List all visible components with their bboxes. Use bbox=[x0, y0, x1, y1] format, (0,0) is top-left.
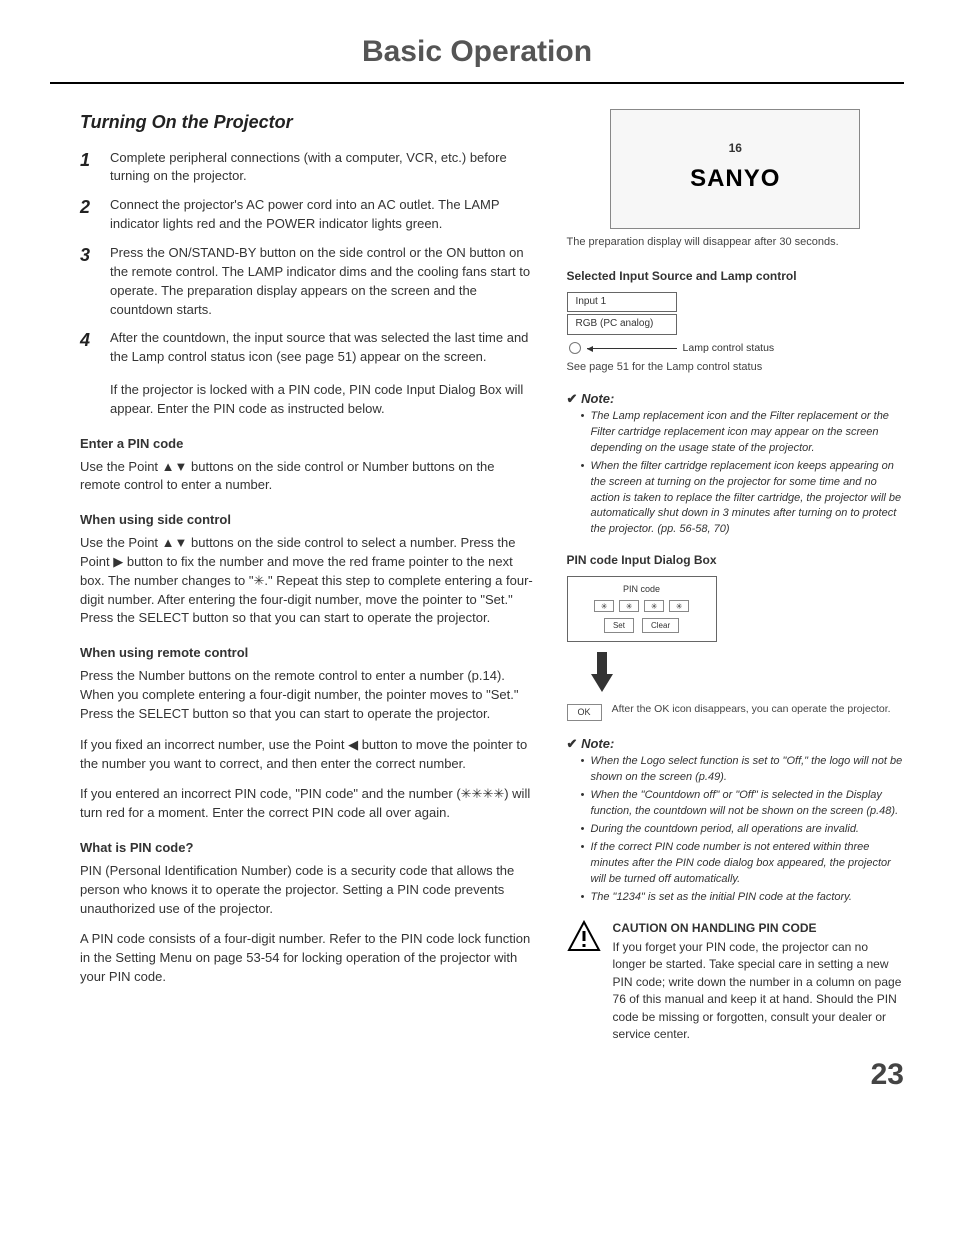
caution-block: CAUTION ON HANDLING PIN CODE If you forg… bbox=[567, 920, 904, 1044]
section-heading: Turning On the Projector bbox=[80, 109, 537, 135]
page-title: Basic Operation bbox=[50, 30, 904, 74]
remote-body-1: Press the Number buttons on the remote c… bbox=[80, 667, 537, 724]
note-block-1: Note: The Lamp replacement icon and the … bbox=[567, 390, 904, 538]
note-list-2: When the Logo select function is set to … bbox=[567, 754, 904, 905]
caution-heading: CAUTION ON HANDLING PIN CODE bbox=[613, 920, 904, 937]
screen-caption: The preparation display will disappear a… bbox=[567, 235, 904, 251]
pin-dialog-box: PIN code ✳ ✳ ✳ ✳ Set Clear bbox=[567, 576, 717, 643]
input-source-box: Input 1 RGB (PC analog) bbox=[567, 292, 904, 335]
pin-set-button: Set bbox=[604, 618, 634, 634]
brand-logo: SANYO bbox=[690, 162, 780, 197]
lamp-reference: See page 51 for the Lamp control status bbox=[567, 360, 904, 376]
note2-item-1: When the Logo select function is set to … bbox=[581, 754, 904, 786]
countdown-number: 16 bbox=[729, 140, 742, 157]
ok-badge: OK bbox=[567, 704, 602, 721]
lamp-status-line: Lamp control status bbox=[567, 341, 904, 356]
step-2: Connect the projector's AC power cord in… bbox=[80, 196, 537, 234]
note2-item-3: During the countdown period, all operati… bbox=[581, 822, 904, 838]
note2-item-5: The "1234" is set as the initial PIN cod… bbox=[581, 890, 904, 906]
note-block-2: Note: When the Logo select function is s… bbox=[567, 735, 904, 905]
pin-buttons: Set Clear bbox=[574, 618, 710, 634]
down-arrow-icon bbox=[587, 652, 904, 692]
step-4-followup: If the projector is locked with a PIN co… bbox=[80, 381, 537, 419]
note-heading-2: Note: bbox=[567, 735, 904, 754]
caution-content: CAUTION ON HANDLING PIN CODE If you forg… bbox=[613, 920, 904, 1044]
input-row-1: Input 1 bbox=[567, 292, 677, 313]
what-is-pin-heading: What is PIN code? bbox=[80, 839, 537, 858]
pin-dialog-heading: PIN code Input Dialog Box bbox=[567, 552, 904, 569]
note-list-1: The Lamp replacement icon and the Filter… bbox=[567, 409, 904, 539]
note1-item-1: The Lamp replacement icon and the Filter… bbox=[581, 409, 904, 457]
side-control-heading: When using side control bbox=[80, 511, 537, 530]
enter-pin-body: Use the Point ▲▼ buttons on the side con… bbox=[80, 458, 537, 496]
pin-slots: ✳ ✳ ✳ ✳ bbox=[574, 600, 710, 612]
note2-item-2: When the "Countdown off" or "Off" is sel… bbox=[581, 788, 904, 820]
side-control-body: Use the Point ▲▼ buttons on the side con… bbox=[80, 534, 537, 628]
lamp-icon bbox=[569, 342, 581, 354]
remote-control-heading: When using remote control bbox=[80, 644, 537, 663]
pointer-arrow-icon bbox=[587, 348, 677, 349]
what-is-pin-body-2: A PIN code consists of a four-digit numb… bbox=[80, 930, 537, 987]
remote-body-2: If you fixed an incorrect number, use th… bbox=[80, 736, 537, 774]
pin-slot-3: ✳ bbox=[644, 600, 664, 612]
title-rule bbox=[50, 82, 904, 84]
what-is-pin-body-1: PIN (Personal Identification Number) cod… bbox=[80, 862, 537, 919]
two-column-layout: Turning On the Projector Complete periph… bbox=[50, 109, 904, 1044]
pin-dialog-title: PIN code bbox=[574, 583, 710, 596]
steps-list: Complete peripheral connections (with a … bbox=[80, 149, 537, 367]
ok-row: OK After the OK icon disappears, you can… bbox=[567, 702, 904, 721]
left-column: Turning On the Projector Complete periph… bbox=[50, 109, 537, 1044]
pin-slot-4: ✳ bbox=[669, 600, 689, 612]
pin-slot-2: ✳ bbox=[619, 600, 639, 612]
input-source-heading: Selected Input Source and Lamp control bbox=[567, 268, 904, 285]
warning-icon bbox=[567, 920, 601, 954]
lamp-status-label: Lamp control status bbox=[683, 341, 775, 356]
note2-item-4: If the correct PIN code number is not en… bbox=[581, 840, 904, 888]
input-row-2: RGB (PC analog) bbox=[567, 314, 677, 335]
caution-body: If you forget your PIN code, the project… bbox=[613, 939, 904, 1043]
right-column: 16 SANYO The preparation display will di… bbox=[567, 109, 904, 1044]
pin-dialog-wrapper: PIN code ✳ ✳ ✳ ✳ Set Clear bbox=[567, 576, 904, 643]
preparation-screen: 16 SANYO bbox=[610, 109, 860, 229]
note1-item-2: When the filter cartridge replacement ic… bbox=[581, 459, 904, 539]
page-number: 23 bbox=[50, 1053, 904, 1097]
step-1: Complete peripheral connections (with a … bbox=[80, 149, 537, 187]
step-4: After the countdown, the input source th… bbox=[80, 329, 537, 367]
pin-slot-1: ✳ bbox=[594, 600, 614, 612]
remote-body-3: If you entered an incorrect PIN code, "P… bbox=[80, 785, 537, 823]
enter-pin-heading: Enter a PIN code bbox=[80, 435, 537, 454]
note-heading-1: Note: bbox=[567, 390, 904, 409]
step-3: Press the ON/STAND-BY button on the side… bbox=[80, 244, 537, 319]
pin-clear-button: Clear bbox=[642, 618, 679, 634]
ok-text: After the OK icon disappears, you can op… bbox=[612, 702, 891, 717]
